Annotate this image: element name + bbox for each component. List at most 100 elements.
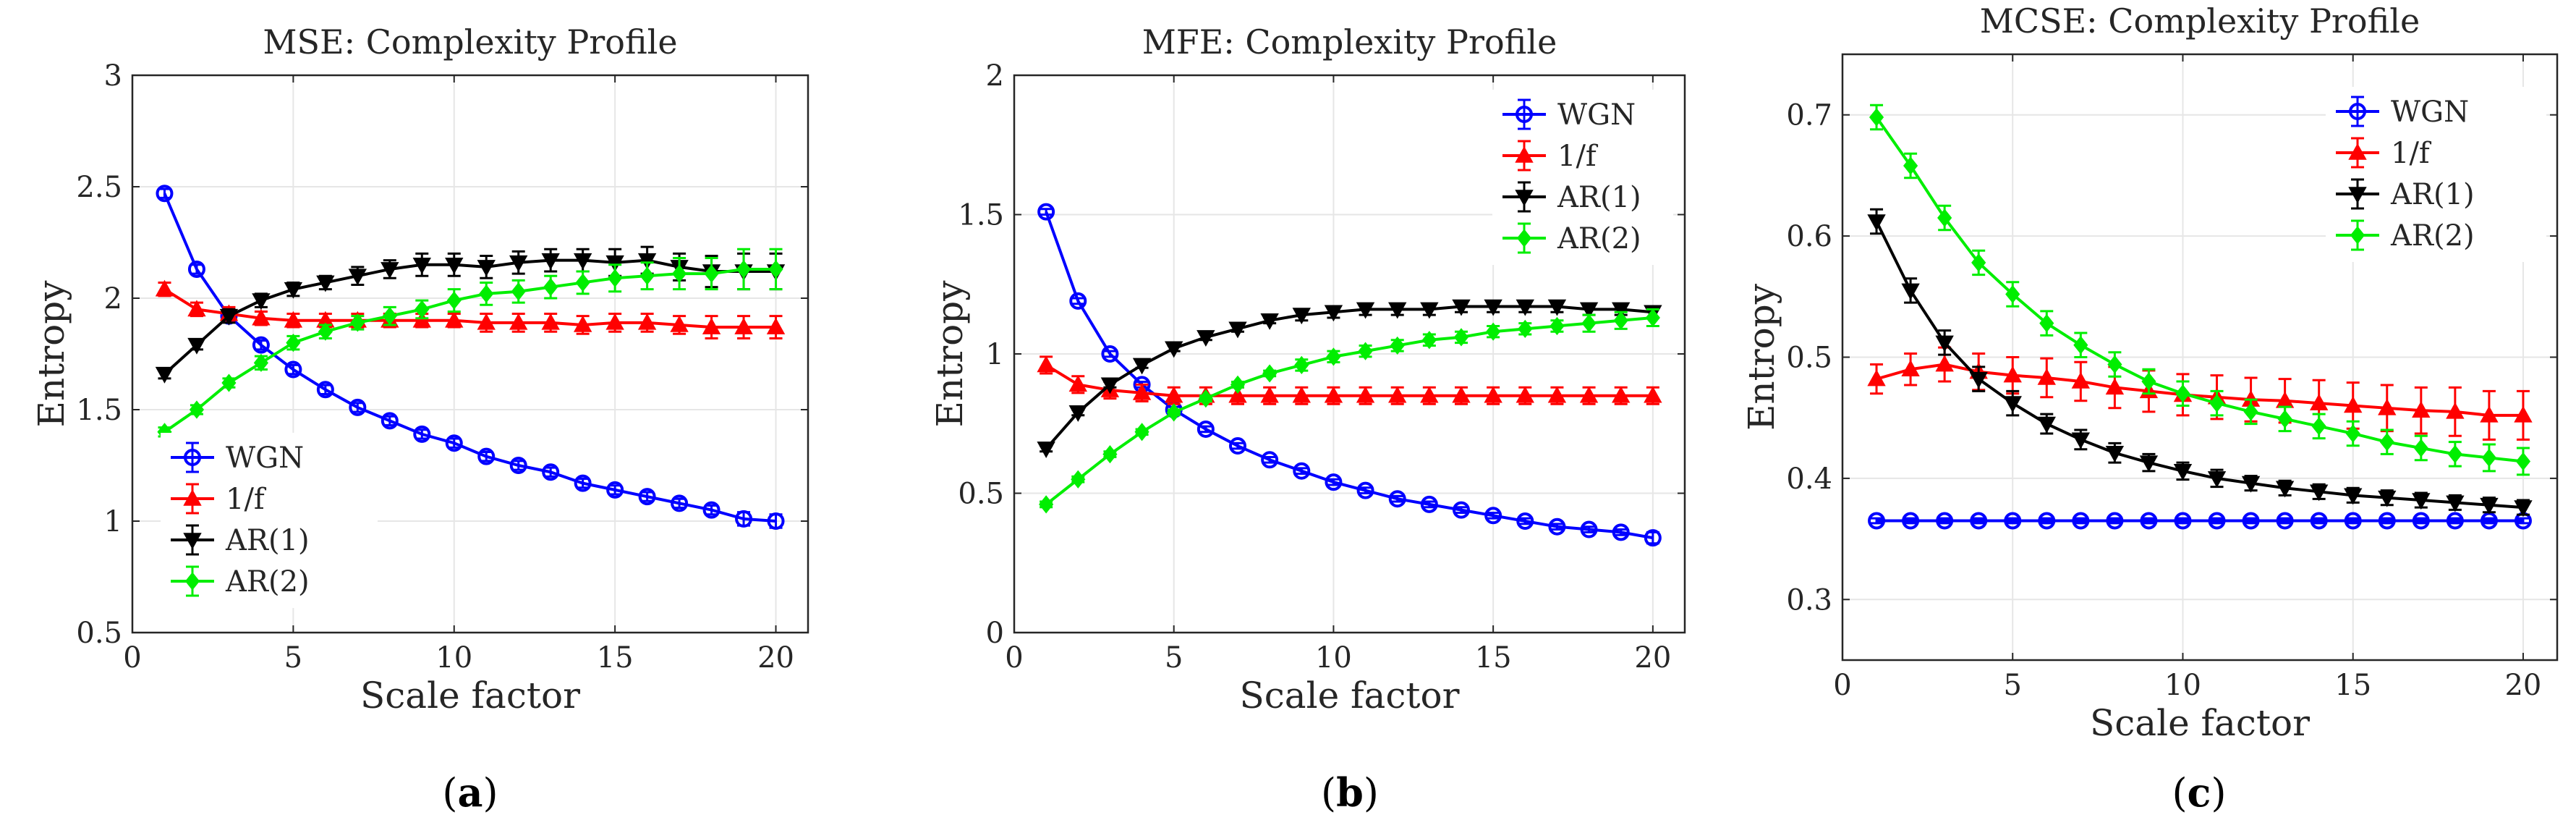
data-point (766, 317, 786, 334)
legend-marker (2349, 103, 2366, 120)
data-point (1037, 203, 1055, 221)
data-point (2309, 484, 2329, 502)
data-point (573, 315, 592, 332)
data-point (1069, 292, 1087, 310)
data-point (1388, 302, 1407, 319)
data-point (2480, 405, 2499, 423)
series-AR(2) (157, 248, 783, 442)
data-point (605, 313, 624, 330)
data-point (1324, 386, 1343, 403)
legend-marker (184, 449, 201, 466)
data-point (511, 282, 526, 301)
data-point (349, 398, 367, 416)
data-point (1388, 386, 1407, 403)
data-point (1484, 386, 1502, 403)
data-point (2173, 464, 2193, 481)
data-point (735, 510, 753, 528)
data-point (2446, 495, 2465, 512)
data-point (1324, 305, 1343, 322)
legend-label: WGN (226, 442, 304, 475)
data-point (2309, 394, 2329, 410)
data-point (1612, 302, 1631, 319)
data-point (2378, 512, 2396, 530)
data-point (1644, 529, 1662, 547)
data-point (2379, 433, 2394, 452)
x-tick-label: 10 (2164, 669, 2201, 702)
data-point (1612, 523, 1630, 541)
series-AR(1) (1867, 208, 2533, 518)
data-point (2207, 471, 2227, 488)
data-point (509, 313, 528, 330)
data-point (1579, 386, 1599, 403)
data-point (2003, 396, 2022, 413)
legend-label: AR(1) (225, 524, 310, 557)
data-point (2311, 417, 2326, 436)
data-point (734, 317, 753, 334)
series-1/f (1037, 355, 1662, 405)
chart-title: MSE: Complexity Profile (263, 22, 677, 62)
legend-marker (184, 572, 200, 591)
data-point (1037, 355, 1055, 373)
x-axis-label: Scale factor (1240, 675, 1460, 717)
legend-label: AR(1) (1557, 181, 1641, 214)
data-point (1580, 520, 1598, 538)
data-point (1548, 518, 1566, 536)
data-point (2174, 512, 2192, 530)
data-point (477, 447, 496, 465)
legend-marker (2348, 187, 2367, 204)
x-tick-label: 5 (284, 641, 302, 675)
data-point (670, 315, 689, 332)
x-tick-label: 0 (1005, 641, 1023, 675)
x-tick-label: 20 (757, 641, 794, 675)
data-point (2447, 444, 2462, 464)
data-point (253, 353, 268, 372)
data-point (1484, 507, 1502, 525)
data-point (704, 264, 719, 283)
data-point (155, 279, 174, 297)
data-point (252, 293, 271, 310)
data-point (2072, 512, 2090, 530)
data-point (2139, 455, 2159, 473)
data-point (1581, 314, 1597, 333)
series-WGN (156, 185, 785, 530)
panel-caption: (a) (442, 769, 498, 816)
chart-title: MFE: Complexity Profile (1142, 22, 1557, 62)
data-point (1867, 369, 1886, 386)
data-point (1969, 371, 1988, 389)
y-tick-label: 0.5 (958, 478, 1004, 511)
data-point (479, 284, 494, 303)
data-point (1134, 423, 1149, 442)
x-tick-label: 10 (1315, 641, 1352, 675)
y-tick-label: 2.5 (76, 171, 122, 204)
data-point (2039, 314, 2054, 333)
x-tick-label: 10 (435, 641, 472, 675)
data-point (2105, 445, 2125, 462)
legend-label: 1/f (2391, 137, 2432, 170)
y-tick-label: 1.5 (76, 394, 122, 427)
data-point (2071, 371, 2091, 389)
data-point (446, 291, 462, 310)
data-point (1516, 299, 1534, 316)
data-point (2446, 402, 2465, 419)
data-point (2277, 410, 2292, 428)
legend-label: AR(2) (1557, 222, 1641, 255)
legend-marker (183, 533, 202, 550)
data-point (1068, 405, 1087, 422)
data-point (1356, 302, 1375, 319)
legend-marker (2348, 143, 2367, 160)
data-point (541, 313, 560, 330)
data-point (1452, 299, 1471, 316)
data-point (2275, 481, 2295, 498)
data-point (702, 317, 721, 334)
legend-label: AR(1) (2390, 178, 2475, 211)
data-point (189, 400, 205, 419)
data-point (573, 253, 592, 270)
data-point (1547, 299, 1567, 316)
data-point (286, 333, 301, 352)
data-point (574, 474, 592, 492)
data-point (702, 501, 720, 519)
data-point (1102, 444, 1118, 464)
data-point (221, 373, 237, 392)
data-point (2514, 405, 2533, 423)
